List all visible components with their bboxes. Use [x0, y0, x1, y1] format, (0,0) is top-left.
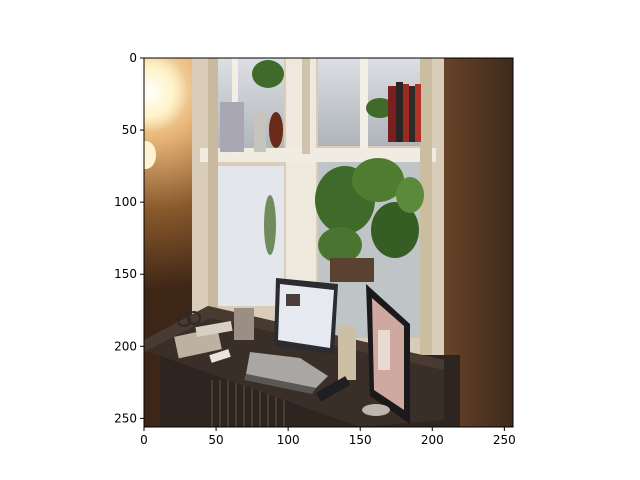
laptop-base: [246, 352, 328, 388]
vase: [254, 112, 266, 152]
speaker-right: [338, 326, 356, 380]
photo-frame: [220, 102, 244, 152]
axes-frame: [143, 57, 514, 428]
y-tick-label: 200: [114, 339, 137, 353]
lamp-light: [144, 58, 188, 132]
speaker-left: [234, 308, 254, 340]
x-tick-label: 50: [208, 433, 223, 447]
monitor-stand: [362, 404, 390, 416]
remote-control: [315, 376, 351, 402]
x-tick-label: 200: [421, 433, 444, 447]
y-tick-label: 250: [114, 411, 137, 425]
plants: [252, 60, 424, 263]
figurine: [269, 112, 283, 148]
books: [388, 82, 421, 142]
phone: [209, 349, 231, 363]
x-axis: 0 50 100 150 200 250: [140, 427, 516, 447]
laptop-screen: [278, 284, 334, 348]
x-tick-label: 100: [277, 433, 300, 447]
scissors: [177, 313, 191, 327]
x-tick-label: 150: [349, 433, 372, 447]
lamp-bulb: [144, 141, 156, 169]
photo: [144, 58, 513, 427]
radiator-grille: [211, 380, 285, 427]
x-tick-label: 250: [493, 433, 516, 447]
y-tick-label: 100: [114, 195, 137, 209]
y-tick-label: 50: [122, 123, 137, 137]
laptop-screen-photo: [286, 294, 300, 306]
y-tick-label: 0: [129, 51, 137, 65]
flower-pot: [330, 258, 374, 282]
papers: [174, 327, 222, 359]
y-tick-label: 150: [114, 267, 137, 281]
x-tick-label: 0: [140, 433, 148, 447]
y-axis: 0 50 100 150 200 250: [114, 51, 144, 425]
